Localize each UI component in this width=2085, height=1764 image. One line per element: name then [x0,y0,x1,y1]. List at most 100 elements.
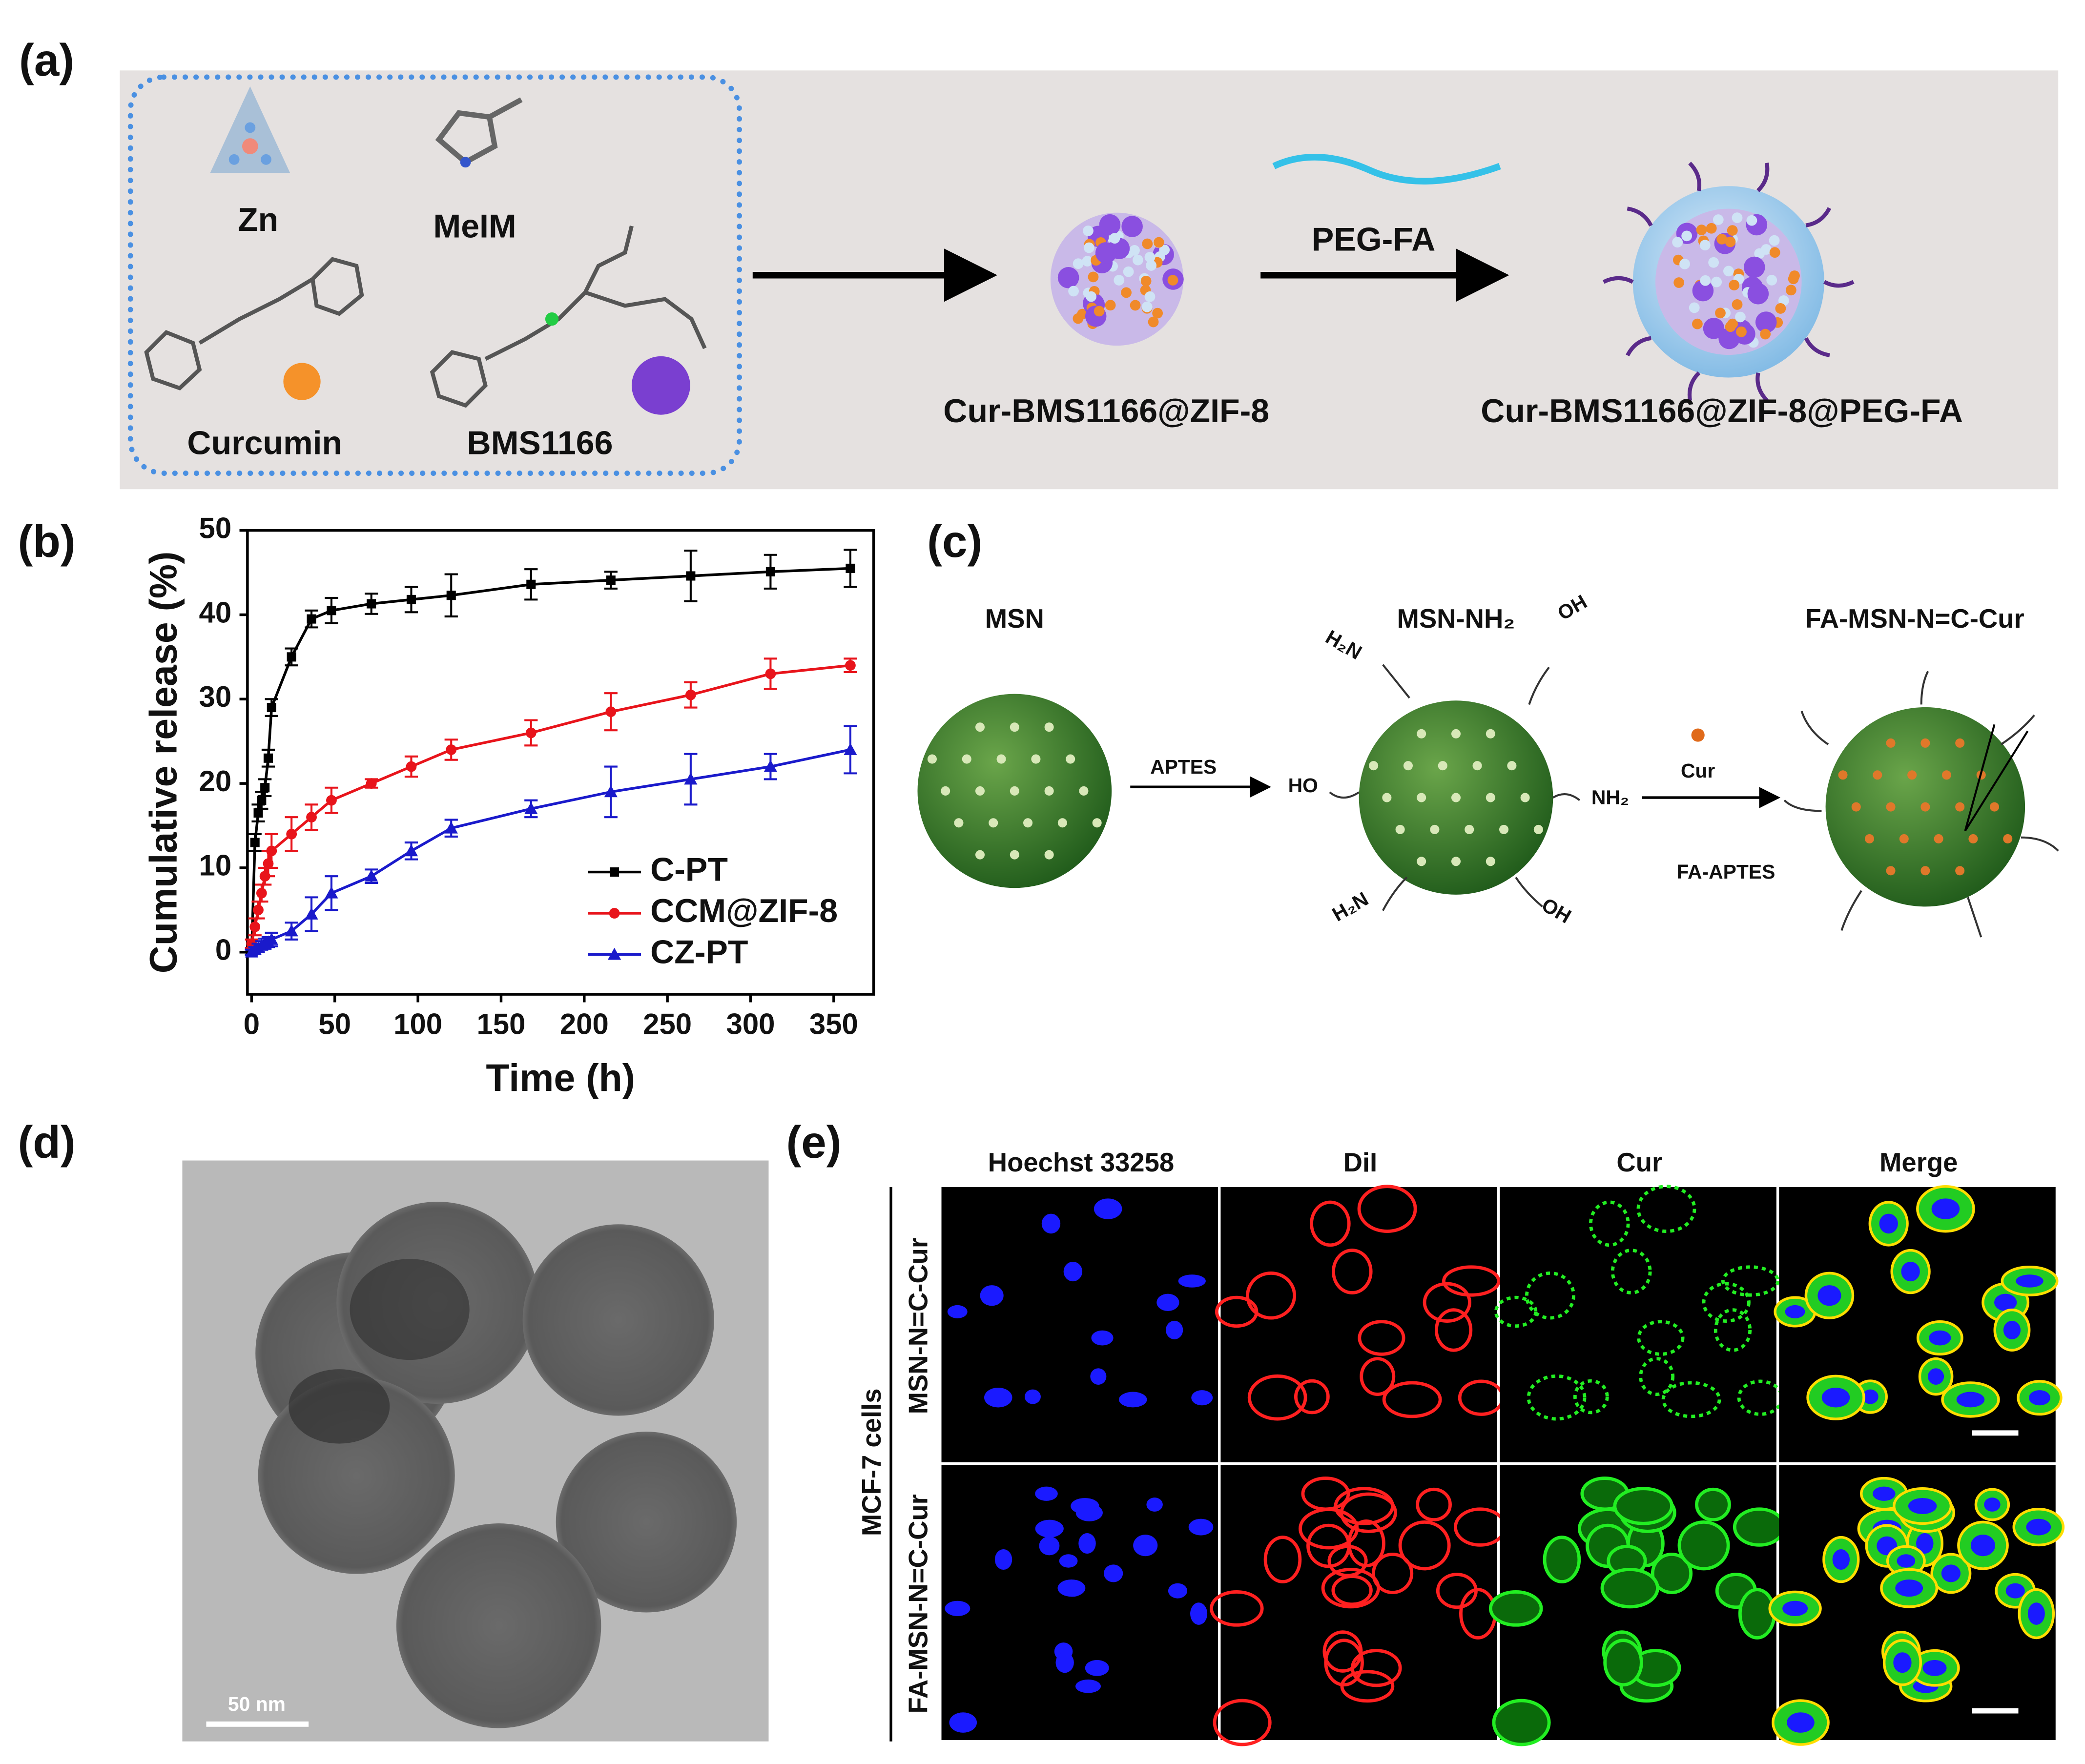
pore [1934,834,1943,844]
marker [607,947,621,960]
x-tick-label: 200 [560,1007,609,1040]
peg-chain [1804,337,1830,357]
nucleus [1063,1261,1083,1282]
pore [962,754,971,764]
marker [326,795,337,806]
particle-dot [1121,287,1132,298]
pore [1486,729,1495,738]
pore [1955,738,1965,748]
nucleus [1118,1392,1147,1408]
cur-signal [1600,1567,1659,1609]
column-header: Merge [1879,1148,1958,1177]
pore [1010,786,1019,796]
pore [1851,802,1861,812]
x-tick-label: 250 [643,1007,692,1040]
label-fa-aptes: FA-APTES [1676,861,1775,883]
nucleus [1039,1536,1060,1556]
particle-dot [1692,318,1703,329]
merge-nucleus [1897,1554,1916,1568]
nucleus [984,1387,1012,1408]
marker [260,783,270,793]
merge-nucleus [1782,1600,1808,1617]
label-msn: MSN [985,604,1044,634]
nucleus [980,1285,1004,1306]
pore [1010,722,1019,732]
membrane [1301,1477,1350,1511]
particle-dot [1735,311,1746,323]
y-tick-label: 40 [199,596,232,629]
nucleus [1091,1330,1114,1346]
pore [1044,786,1054,796]
membrane [1423,1282,1471,1323]
pore [1451,793,1461,802]
particle-dot [1144,291,1156,302]
pore [1838,770,1848,780]
pore [1472,761,1482,771]
marker [844,743,857,755]
nucleus [1133,1535,1158,1557]
pore [1941,770,1951,780]
marker [446,591,456,600]
pore [1533,824,1543,834]
label-cur: Cur [1681,759,1715,782]
merge-nucleus [2016,1274,2044,1288]
pore [2003,834,2013,844]
particle-dot [1142,238,1153,249]
particle-dot [1073,313,1084,324]
marker [327,606,336,615]
nucleus [1168,1583,1188,1599]
pore [1886,866,1896,876]
legend-label: CCM@ZIF-8 [650,892,838,929]
reagent-box [127,74,743,476]
membrane [1357,1185,1417,1233]
particle-dot [1153,237,1164,248]
nucleus [1078,1533,1096,1554]
peg-chain [1602,276,1634,284]
pore [975,786,985,796]
particle-dot [1711,276,1722,287]
particle-dot [1699,240,1711,251]
pore [1430,824,1440,834]
label-meim: MeIM [433,207,516,245]
pore [1864,834,1875,844]
cur-signal [1492,1699,1551,1746]
particle-dot [1789,270,1800,281]
marker [524,802,538,814]
particle-dot [1141,301,1153,312]
y-tick-label: 50 [199,512,232,544]
particle-dot [1706,223,1717,234]
marker [287,652,296,662]
label-curcumin: Curcumin [187,424,342,461]
pore [1451,857,1461,866]
nucleus [1085,1660,1109,1676]
marker [765,668,776,679]
membrane [1327,1544,1368,1578]
pore [989,818,998,828]
membrane [1371,1552,1414,1594]
particle-dot [1769,247,1780,258]
pore [1010,850,1019,860]
nucleus [1094,1198,1122,1219]
merge-nucleus [1956,1392,1985,1408]
marker [525,727,537,738]
marker [256,887,267,899]
group-label: OH [1554,590,1591,624]
nucleus [1188,1518,1214,1536]
merge-nucleus [1928,1368,1944,1385]
particle-dot [1082,256,1093,267]
pore [1886,802,1896,812]
group-label: OH [1538,893,1575,927]
marker [286,828,297,840]
pore [1955,866,1965,876]
y-tick-label: 20 [199,765,232,798]
nucleus [1146,1497,1163,1512]
marker [686,571,696,581]
marker [257,796,267,805]
nucleus [1059,1554,1078,1568]
y-tick-label: 10 [199,849,232,882]
cur-signal [1573,1379,1609,1415]
cur-signal [1695,1487,1731,1522]
y-axis-label: Cumulative release (%) [142,552,185,974]
cur-signal [1525,1271,1575,1320]
pore [1499,824,1509,834]
